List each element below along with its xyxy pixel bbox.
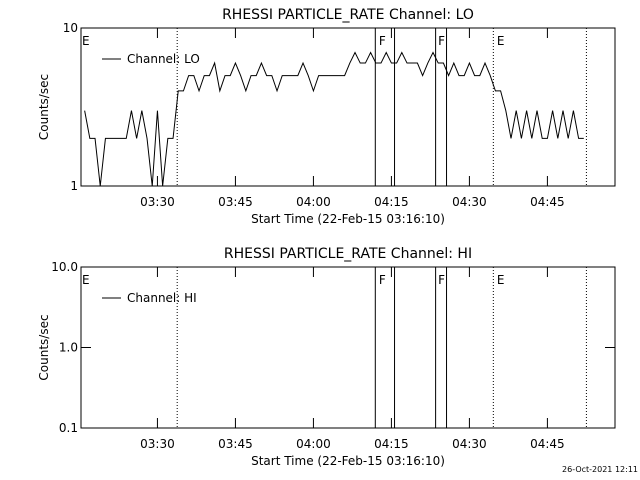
- y-tick-label: 10: [63, 21, 78, 35]
- annotation: E: [82, 273, 90, 287]
- plot-title: RHESSI PARTICLE_RATE Channel: LO: [222, 7, 474, 23]
- annotation: E: [497, 34, 505, 48]
- annotation: E: [82, 34, 90, 48]
- x-tick-label: 04:30: [452, 195, 487, 209]
- plot-title: RHESSI PARTICLE_RATE Channel: HI: [224, 246, 472, 262]
- annotation: F: [438, 273, 445, 287]
- y-tick-label: 10.0: [51, 260, 78, 274]
- x-tick-label: 04:45: [530, 437, 565, 451]
- x-tick-label: 03:45: [218, 437, 253, 451]
- y-tick-label: 1.0: [59, 341, 78, 355]
- legend-label: Channel: HI: [127, 291, 197, 305]
- x-tick-label: 03:30: [140, 437, 175, 451]
- footer: 26-Oct-2021 12:11: [562, 465, 638, 474]
- x-tick-label: 03:45: [218, 195, 253, 209]
- legend-label: Channel: LO: [127, 52, 200, 66]
- x-tick-label: 04:15: [374, 437, 409, 451]
- data-line: [84, 51, 584, 187]
- plot-frame: [80, 27, 616, 187]
- y-axis-label: Counts/sec: [37, 74, 51, 140]
- x-tick-label: 04:30: [452, 437, 487, 451]
- x-tick-label: 04:00: [296, 195, 331, 209]
- plot: RHESSI PARTICLE_RATE Channel: LO Start Ti…: [37, 7, 616, 226]
- x-tick-label: 04:00: [296, 437, 331, 451]
- x-tick-label: 04:15: [374, 195, 409, 209]
- x-tick-label: 04:45: [530, 195, 565, 209]
- annotation: E: [497, 273, 505, 287]
- annotation: F: [379, 273, 386, 287]
- x-tick-label: 03:30: [140, 195, 175, 209]
- x-axis-label: Start Time (22-Feb-15 03:16:10): [251, 454, 445, 468]
- y-axis-label: Counts/sec: [37, 314, 51, 380]
- y-tick-label: 0.1: [59, 421, 78, 435]
- x-axis-label: Start Time (22-Feb-15 03:16:10): [251, 212, 445, 226]
- plot: RHESSI PARTICLE_RATE Channel: HI Start Ti…: [37, 246, 616, 468]
- annotation: F: [438, 34, 445, 48]
- y-tick-label: 1: [70, 179, 78, 193]
- annotation: F: [379, 34, 386, 48]
